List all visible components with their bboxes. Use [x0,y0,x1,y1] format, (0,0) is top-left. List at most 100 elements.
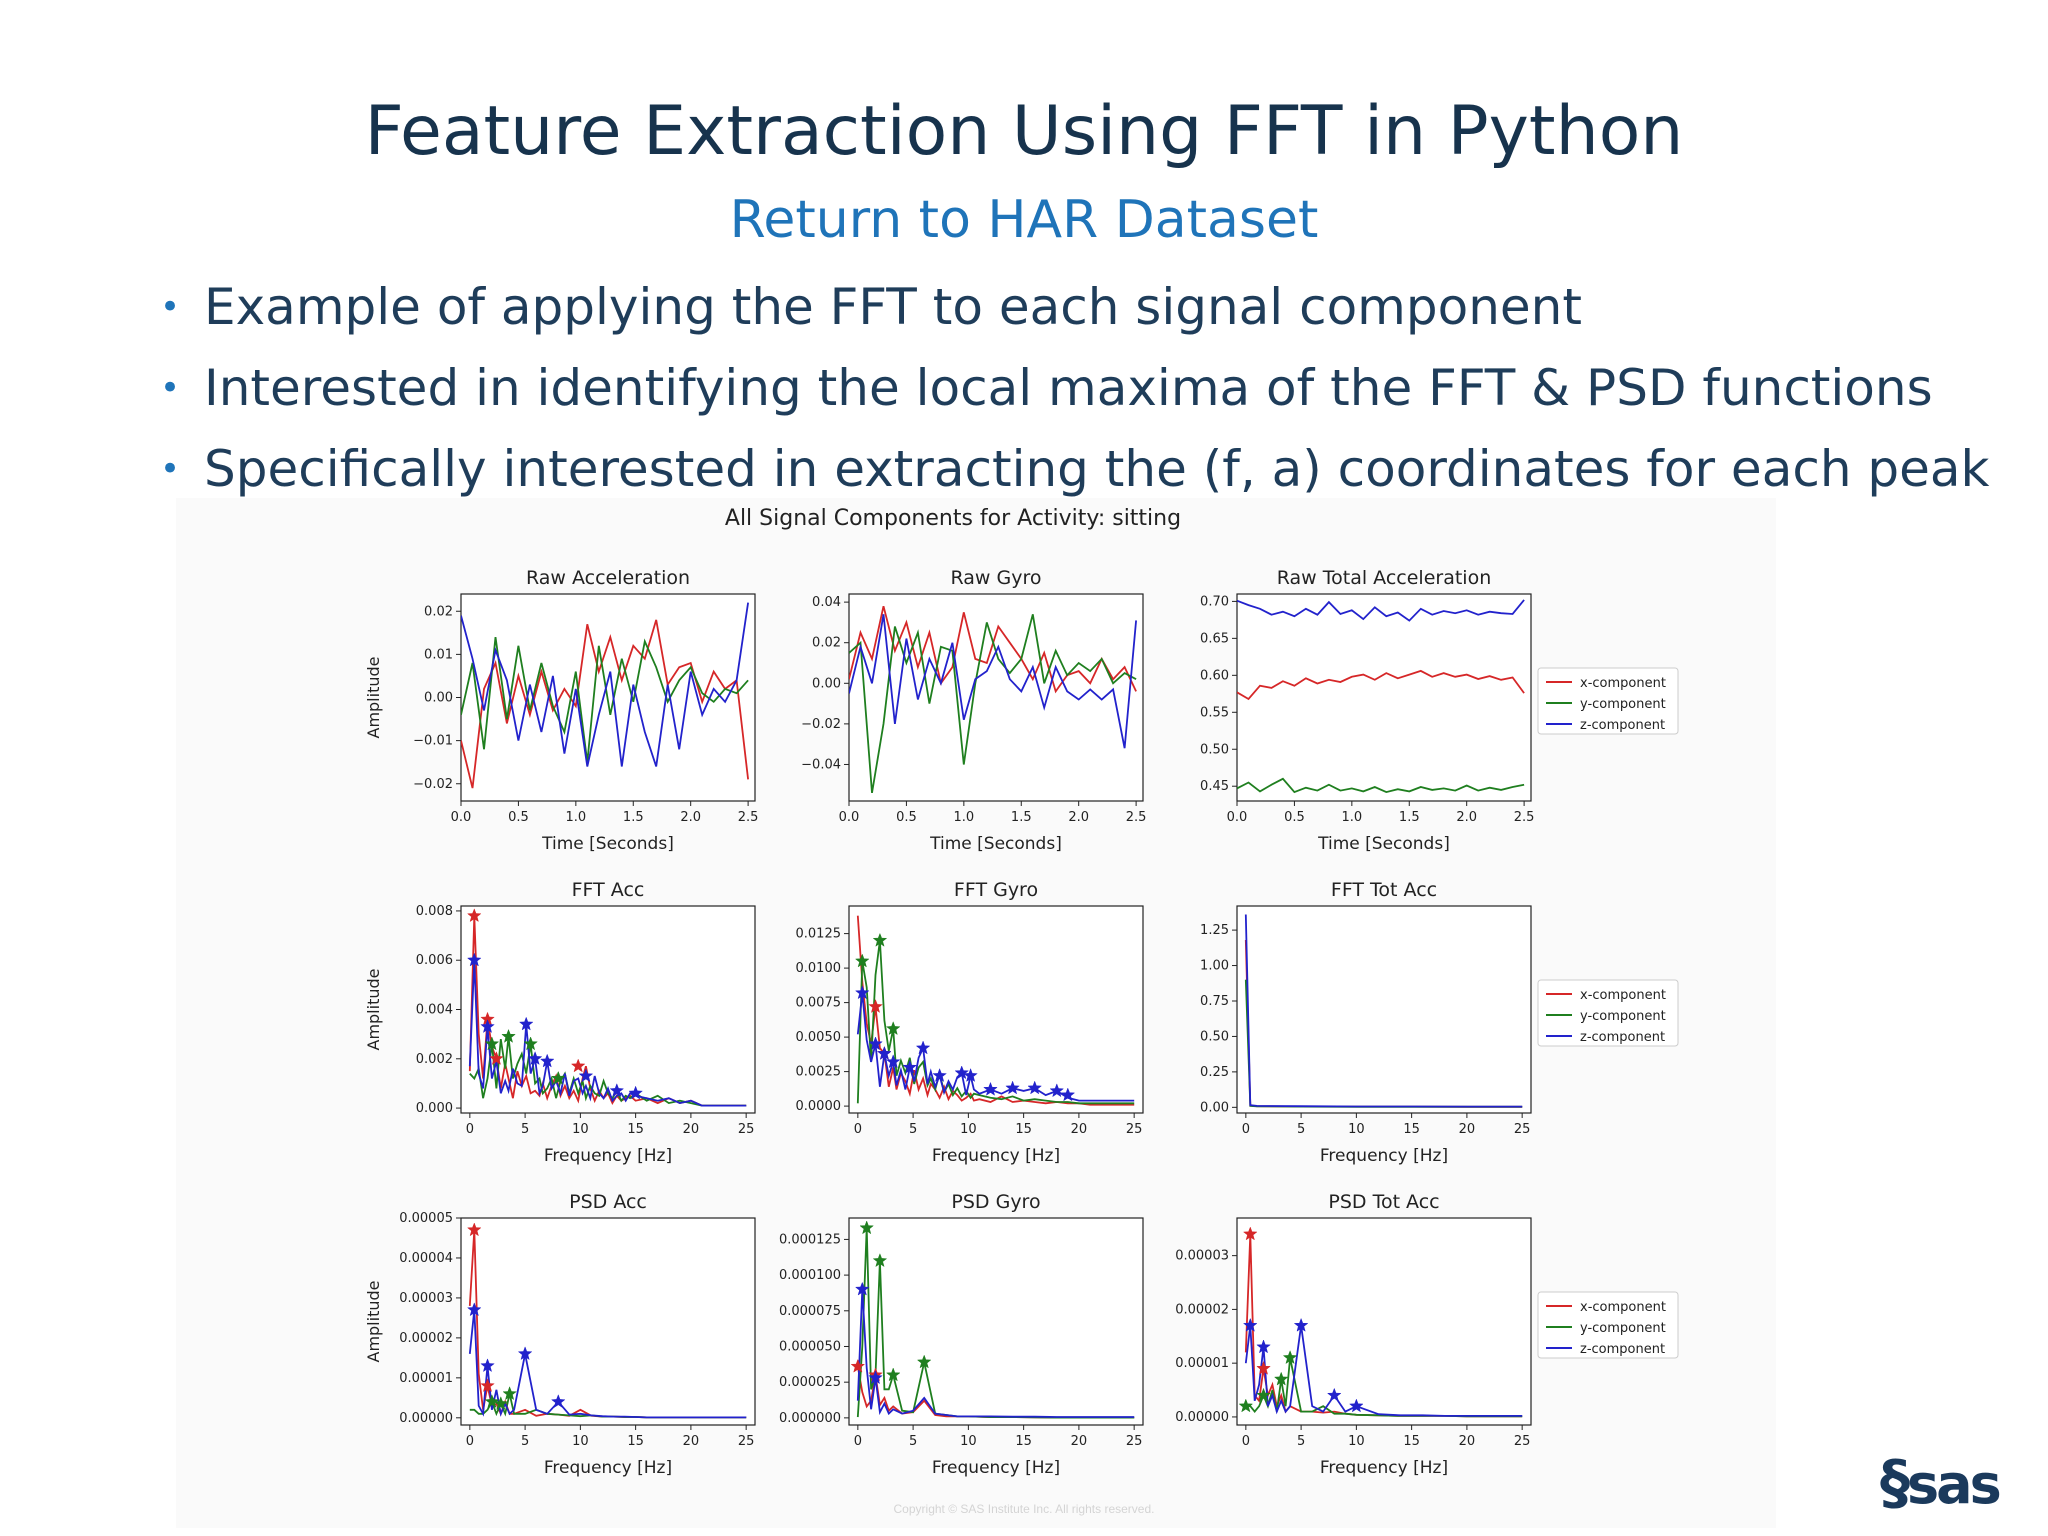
y-tick-label: 0.04 [812,595,841,610]
series-line-y-component [856,940,1135,1105]
y-tick-label: 0.65 [1200,631,1229,646]
y-tick-label: 0.75 [1200,994,1229,1009]
y-tick-label: 0.000 [416,1101,453,1116]
y-tick-label: 0.00003 [1175,1249,1229,1264]
x-tick-label: 20 [683,1434,700,1449]
slide-title: Feature Extraction Using FFT in Python [364,92,1684,171]
series-line-z-component [468,1309,747,1419]
x-tick-label: 2.0 [1068,810,1089,825]
x-tick-label: 0 [854,1434,862,1449]
y-tick-label: 0.00001 [1175,1356,1229,1371]
plot-frame [848,1217,1144,1426]
peak-marker-z-component [915,1040,931,1055]
peak-marker-y-component [859,1220,874,1235]
peak-marker-x-component [489,1051,504,1065]
peak-marker-z-component [868,1036,883,1051]
y-tick-label: 0.70 [1200,594,1229,609]
bullet-dot-icon: • [160,287,181,327]
peak-marker-z-component [578,1068,594,1083]
x-tick-label: 0 [1242,1434,1250,1449]
series-group [466,1222,747,1419]
peak-marker-y-component [885,1021,901,1036]
x-tick-label: 5 [909,1122,917,1137]
peak-marker-z-component [539,1053,555,1068]
x-tick-label: 10 [960,1122,977,1137]
bullet-item: • Interested in identifying the local max… [160,353,1990,434]
slide-subtitle: Return to HAR Dataset [729,190,1319,250]
peak-marker-z-component [954,1065,970,1080]
x-tick-label: 15 [627,1122,644,1137]
x-tick-label: 5 [521,1434,529,1449]
plot-frame [1236,593,1532,802]
bullet-dot-icon: • [160,368,181,408]
subplot-title: PSD Acc [569,1191,647,1213]
x-tick-label: 15 [1403,1122,1420,1137]
bullet-text: Interested in identifying the local maxi… [204,359,1933,417]
y-tick-label: 0.004 [416,1003,453,1018]
y-tick-label: 0.02 [812,636,841,651]
x-tick-label: 0 [854,1122,862,1137]
x-tick-label: 0 [466,1434,474,1449]
sas-logo-text: sas [1907,1453,2002,1516]
x-tick-label: 0.0 [451,810,472,825]
peak-marker-z-component [1242,1317,1258,1332]
peak-marker-z-component [1049,1083,1065,1098]
bullet-item: • Example of applying the FFT to each sig… [160,272,1990,353]
x-tick-label: 20 [683,1122,700,1137]
x-tick-label: 0 [1242,1122,1250,1137]
x-tick-label: 2.0 [1456,810,1477,825]
series-line-x-component [461,619,749,789]
peak-marker-z-component [1326,1387,1342,1402]
x-tick-label: 15 [627,1434,644,1449]
peak-marker-z-component [518,1016,534,1031]
y-tick-label: 0.00003 [399,1291,453,1306]
x-tick-label: 1.5 [1011,810,1032,825]
copyright-text: Copyright © SAS Institute Inc. All right… [893,1502,1155,1516]
y-tick-label: 0.0025 [796,1065,842,1080]
peak-marker-y-component [493,1396,509,1411]
y-tick-label: 0.0100 [796,961,842,976]
series-group [854,915,1135,1106]
x-tick-label: 25 [738,1434,755,1449]
series-group [1244,914,1523,1108]
y-tick-label: 0.60 [1200,668,1229,683]
x-axis-label: Time [Seconds] [541,834,674,854]
subplot-title: PSD Gyro [951,1191,1040,1213]
x-axis-label: Frequency [Hz] [932,1458,1060,1478]
x-tick-label: 20 [1459,1122,1476,1137]
series-group [1238,1226,1523,1418]
x-tick-label: 25 [738,1122,755,1137]
y-tick-label: −0.04 [801,757,841,772]
bullet-text: Example of applying the FFT to each sign… [204,278,1582,336]
y-tick-label: 0.00 [1200,1100,1229,1115]
y-tick-label: 0.000000 [779,1411,841,1426]
peak-marker-x-component [466,908,482,923]
legend-box [1537,979,1679,1047]
peak-marker-z-component [527,1051,543,1065]
x-tick-label: 10 [572,1434,589,1449]
x-axis-label: Frequency [Hz] [544,1146,672,1166]
y-tick-label: −0.01 [413,734,453,749]
legend-label: x-component [1580,1300,1666,1315]
y-tick-label: 0.000050 [779,1339,841,1354]
plot-frame [1236,1217,1532,1426]
series-line-z-component [468,960,747,1107]
legend-label: z-component [1580,718,1665,733]
x-axis-label: Frequency [Hz] [544,1458,672,1478]
peak-marker-z-component [517,1346,533,1361]
subplot-title: PSD Tot Acc [1328,1191,1439,1213]
y-tick-label: 0.25 [1200,1065,1229,1080]
peak-marker-z-component [902,1059,918,1074]
y-tick-label: 0.000100 [779,1268,841,1283]
peak-marker-y-component [1273,1371,1289,1386]
x-tick-label: 10 [960,1434,977,1449]
peak-marker-z-component [1256,1339,1271,1354]
peak-marker-z-component [885,1054,901,1069]
series-line-z-component [1237,599,1525,622]
x-tick-label: 0 [466,1122,474,1137]
subplot: PSD Tot Acc Frequency [Hz] 0 5 10 15 20 25 0.000… [1175,1191,1679,1478]
y-tick-label: −0.02 [413,777,453,792]
y-tick-label: 0.0000 [796,1099,842,1114]
plot-frame [848,905,1144,1114]
